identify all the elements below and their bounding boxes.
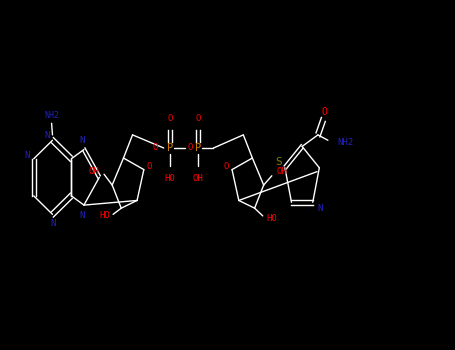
Text: NH2: NH2 xyxy=(44,111,59,120)
Text: N: N xyxy=(25,151,30,160)
Text: P: P xyxy=(167,143,173,153)
Text: N: N xyxy=(79,136,84,145)
Text: N: N xyxy=(79,211,84,219)
Text: OH: OH xyxy=(193,174,203,183)
Text: NH2: NH2 xyxy=(337,138,353,147)
Text: O: O xyxy=(223,162,228,171)
Text: O: O xyxy=(167,114,173,123)
Text: O: O xyxy=(147,162,152,171)
Text: P: P xyxy=(195,143,201,153)
Text: N: N xyxy=(45,131,50,140)
Text: OH: OH xyxy=(276,167,287,176)
Text: O: O xyxy=(187,143,193,152)
Text: N: N xyxy=(51,219,56,228)
Text: O: O xyxy=(195,114,201,123)
Text: HO: HO xyxy=(266,215,277,224)
Text: S: S xyxy=(275,156,282,167)
Text: HO: HO xyxy=(99,211,110,220)
Text: N: N xyxy=(317,204,323,213)
Text: O: O xyxy=(153,144,158,153)
Text: O: O xyxy=(321,107,327,117)
Text: OH: OH xyxy=(89,167,100,176)
Text: HO: HO xyxy=(165,174,176,183)
